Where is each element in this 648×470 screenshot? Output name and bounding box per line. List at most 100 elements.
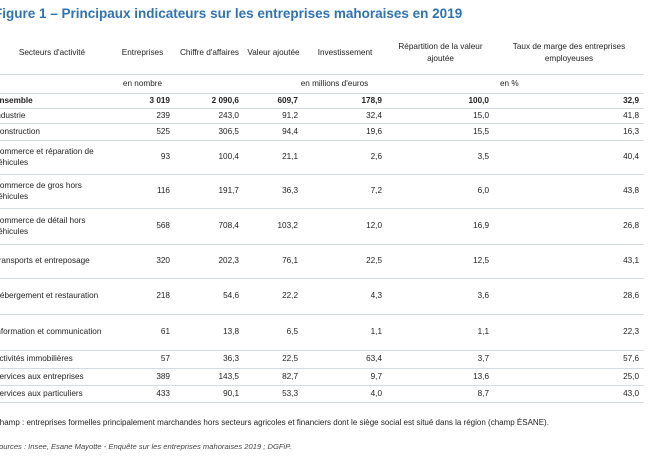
units-euros: en millions d'euros bbox=[175, 74, 494, 94]
row-value: 8,7 bbox=[387, 385, 494, 403]
header-sector: Secteurs d'activité bbox=[0, 32, 110, 75]
row-label: Information et communication bbox=[0, 314, 110, 351]
row-value: 43,1 bbox=[494, 244, 644, 279]
header-value-added: Valeur ajoutée bbox=[244, 32, 303, 75]
row-value: 12,5 bbox=[387, 244, 494, 279]
row-value: 54,6 bbox=[175, 278, 244, 315]
table-row: Transports et entreposage 320 202,3 76,1 22,… bbox=[0, 244, 644, 279]
figure-title: Figure 1 – Principaux indicateurs sur le… bbox=[0, 6, 463, 21]
row-value: 94,4 bbox=[244, 123, 303, 141]
header-investment: Investissement bbox=[303, 32, 387, 75]
row-value: 40,4 bbox=[494, 140, 644, 175]
header-margin-rate: Taux de marge des entreprises employeuse… bbox=[494, 32, 644, 75]
row-value: 143,5 bbox=[175, 368, 244, 386]
row-value: 202,3 bbox=[175, 244, 244, 279]
row-value: 2,6 bbox=[303, 140, 387, 175]
row-value: 22,3 bbox=[494, 314, 644, 351]
row-label: Services aux particuliers bbox=[0, 385, 110, 403]
table-row: Commerce de détail hors véhicules568708,… bbox=[0, 208, 644, 245]
row-label: Industrie bbox=[0, 108, 110, 124]
row-value: 218 bbox=[110, 278, 175, 315]
units-percent: en % bbox=[494, 74, 644, 94]
row-value: 21,1 bbox=[244, 140, 303, 175]
row-value: 15,0 bbox=[387, 108, 494, 124]
row-value: 32,4 bbox=[303, 108, 387, 124]
row-value: 103,2 bbox=[244, 208, 303, 245]
row-value: 239 bbox=[110, 108, 175, 124]
row-value: 26,8 bbox=[494, 208, 644, 245]
row-value: 25,0 bbox=[494, 368, 644, 386]
scope-note: Champ : entreprises formelles principale… bbox=[0, 418, 549, 427]
table-row: Information et communication 61 13,8 6,5 1,1… bbox=[0, 314, 644, 351]
table-row: Services aux entreprises 389 143,5 82,7 9,7 1… bbox=[0, 368, 644, 386]
row-value: 61 bbox=[110, 314, 175, 351]
row-value: 90,1 bbox=[175, 385, 244, 403]
row-value: 4,0 bbox=[303, 385, 387, 403]
row-value: 19,6 bbox=[303, 123, 387, 141]
row-value: 7,2 bbox=[303, 174, 387, 209]
row-value: 57 bbox=[110, 350, 175, 369]
row-value: 36,3 bbox=[175, 350, 244, 369]
row-value: 9,7 bbox=[303, 368, 387, 386]
row-value: 3,6 bbox=[387, 278, 494, 315]
indicators-table: Secteurs d'activité Entreprises Chiffre … bbox=[0, 32, 644, 403]
row-value: 1,1 bbox=[303, 314, 387, 351]
row-value: 16,9 bbox=[387, 208, 494, 245]
row-value: 13,8 bbox=[175, 314, 244, 351]
row-label: Hébergement et restauration bbox=[0, 278, 110, 315]
units-row: en nombre en millions d'euros en % bbox=[0, 74, 644, 94]
row-value: 36,3 bbox=[244, 174, 303, 209]
row-value: 708,4 bbox=[175, 208, 244, 245]
row-value: 609,7 bbox=[244, 92, 303, 109]
row-label: Transports et entreposage bbox=[0, 244, 110, 279]
row-value: 57,6 bbox=[494, 350, 644, 369]
units-count: en nombre bbox=[110, 74, 175, 94]
row-value: 100,0 bbox=[387, 92, 494, 109]
row-value: 568 bbox=[110, 208, 175, 245]
row-value: 3,7 bbox=[387, 350, 494, 369]
row-value: 116 bbox=[110, 174, 175, 209]
row-value: 100,4 bbox=[175, 140, 244, 175]
table-row: Construction525306,594,419,615,516,3 bbox=[0, 123, 644, 141]
row-value: 16,3 bbox=[494, 123, 644, 141]
row-label: Activités immobilières bbox=[0, 350, 110, 369]
row-value: 6,5 bbox=[244, 314, 303, 351]
row-value: 82,7 bbox=[244, 368, 303, 386]
row-label: Construction bbox=[0, 123, 110, 141]
row-value: 41,8 bbox=[494, 108, 644, 124]
table-row: Industrie239243,091,232,415,041,8 bbox=[0, 108, 644, 124]
row-value: 191,7 bbox=[175, 174, 244, 209]
row-value: 243,0 bbox=[175, 108, 244, 124]
header-turnover: Chiffre d'affaires bbox=[175, 32, 244, 75]
row-value: 32,9 bbox=[494, 92, 644, 109]
row-value: 13,6 bbox=[387, 368, 494, 386]
table-row: Activités immobilières 57 36,3 22,5 63,4 3,7 5… bbox=[0, 350, 644, 369]
row-value: 22,5 bbox=[244, 350, 303, 369]
row-value: 43,8 bbox=[494, 174, 644, 209]
row-value: 76,1 bbox=[244, 244, 303, 279]
source-note: Sources : Insee, Esane Mayotte - Enquête… bbox=[0, 442, 292, 451]
row-label: Services aux entreprises bbox=[0, 368, 110, 386]
table-row: Services aux particuliers 433 90,1 53,3 4,0 8… bbox=[0, 385, 644, 403]
row-value: 53,3 bbox=[244, 385, 303, 403]
row-value: 15,5 bbox=[387, 123, 494, 141]
row-label: Commerce de gros hors véhicules bbox=[0, 174, 110, 209]
row-label: Commerce et réparation de véhicules bbox=[0, 140, 110, 175]
row-value: 3 019 bbox=[110, 92, 175, 109]
table-row: Commerce de gros hors véhicules116191,73… bbox=[0, 174, 644, 209]
header-row: Secteurs d'activité Entreprises Chiffre … bbox=[0, 32, 644, 75]
row-value: 2 090,6 bbox=[175, 92, 244, 109]
row-value: 63,4 bbox=[303, 350, 387, 369]
row-value: 22,5 bbox=[303, 244, 387, 279]
row-value: 4,3 bbox=[303, 278, 387, 315]
row-value: 3,5 bbox=[387, 140, 494, 175]
row-value: 22,2 bbox=[244, 278, 303, 315]
row-value: 178,9 bbox=[303, 92, 387, 109]
row-value: 28,6 bbox=[494, 278, 644, 315]
row-label: Commerce de détail hors véhicules bbox=[0, 208, 110, 245]
header-enterprises: Entreprises bbox=[110, 32, 175, 75]
row-value: 6,0 bbox=[387, 174, 494, 209]
